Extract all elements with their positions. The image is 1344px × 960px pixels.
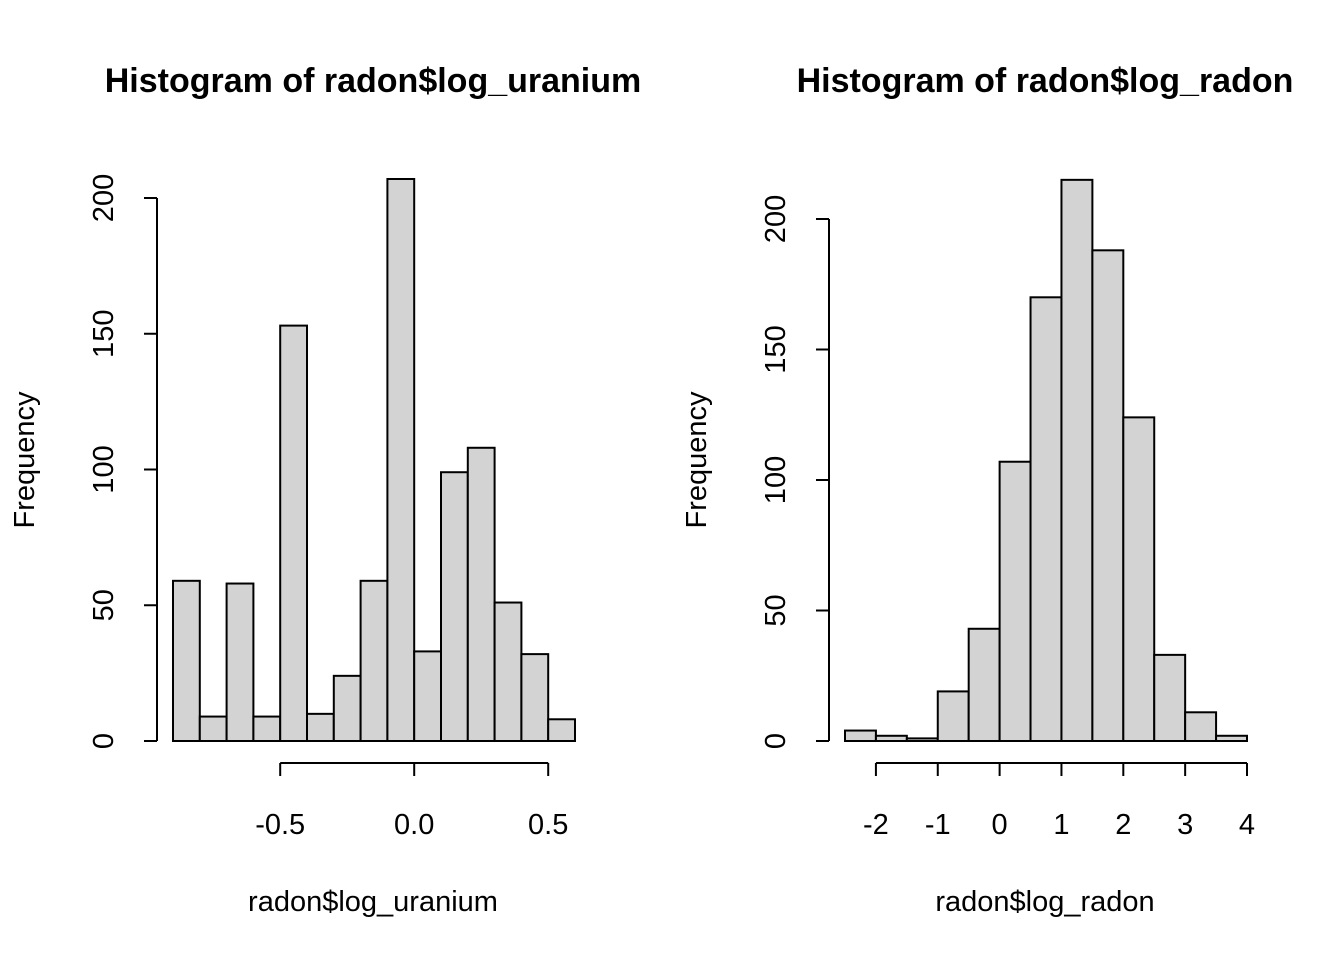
x-tick-label: 4 [1239, 809, 1255, 841]
panel-log-radon: Histogram of radon$log_radon radon$log_r… [681, 62, 1293, 918]
histogram-bar [844, 729, 877, 742]
histogram-bar [386, 177, 416, 742]
y-tick-label: 0 [88, 733, 120, 749]
x-axis-label: radon$log_radon [935, 886, 1154, 918]
histogram-bar [1184, 711, 1218, 742]
histogram-bar [547, 718, 577, 743]
x-tick-label: -1 [925, 809, 951, 841]
bars [172, 177, 577, 743]
histogram-bar [1060, 178, 1094, 743]
histogram-bar [279, 324, 309, 742]
histogram-bar [1091, 249, 1125, 742]
histogram-bar [1153, 653, 1187, 742]
histogram-bar [967, 627, 1001, 743]
histogram-bar [198, 715, 228, 743]
chart-title: Histogram of radon$log_uranium [105, 62, 642, 100]
histogram-bar [332, 674, 362, 743]
histogram-bar [493, 601, 523, 742]
x-tick-label: 3 [1177, 809, 1193, 841]
histogram-bar [1215, 734, 1248, 743]
histogram-bar [225, 582, 255, 743]
y-tick-label: 50 [760, 594, 792, 626]
histogram-bar [359, 579, 389, 742]
y-tick-label: 100 [760, 456, 792, 504]
histogram-bar [172, 579, 201, 742]
histogram-bar [413, 650, 443, 743]
y-tick-label: 150 [88, 310, 120, 358]
histogram-bar [440, 471, 469, 742]
histogram-bar [466, 446, 496, 742]
histogram-bar [252, 715, 282, 743]
x-tick-label: 0.0 [394, 809, 434, 841]
y-tick-label: 100 [88, 445, 120, 493]
x-tick-label: 2 [1115, 809, 1131, 841]
histogram-bar [1029, 296, 1063, 742]
histogram-bar [306, 712, 335, 742]
histogram-bar [520, 653, 550, 742]
y-tick-label: 200 [760, 195, 792, 243]
histogram-bar [1122, 416, 1156, 742]
histogram-bar [874, 734, 908, 743]
x-tick-label: -0.5 [255, 809, 305, 841]
y-axis: 0 50 100 150 200 [760, 195, 830, 749]
bars [844, 178, 1248, 743]
y-axis-label: Frequency [9, 391, 41, 529]
histogram-bar [905, 737, 939, 743]
y-tick-label: 150 [760, 325, 792, 373]
y-axis-label: Frequency [681, 391, 713, 529]
histogram-bar [998, 460, 1032, 742]
chart-title: Histogram of radon$log_radon [797, 62, 1294, 100]
y-tick-label: 50 [88, 589, 120, 621]
x-axis: -0.5 0.0 0.5 [255, 762, 568, 841]
x-axis-label: radon$log_uranium [248, 886, 498, 918]
x-tick-label: 0 [992, 809, 1008, 841]
x-axis: -2 -1 0 1 2 3 4 [863, 762, 1255, 841]
x-tick-label: 0.5 [528, 809, 568, 841]
y-tick-label: 200 [88, 174, 120, 222]
y-axis: 0 50 100 150 200 [88, 174, 158, 749]
panel-log-uranium: Histogram of radon$log_uranium radon$log… [9, 62, 641, 918]
x-tick-label: 1 [1053, 809, 1069, 841]
x-tick-label: -2 [863, 809, 889, 841]
histogram-bar [936, 690, 970, 742]
y-tick-label: 0 [760, 733, 792, 749]
